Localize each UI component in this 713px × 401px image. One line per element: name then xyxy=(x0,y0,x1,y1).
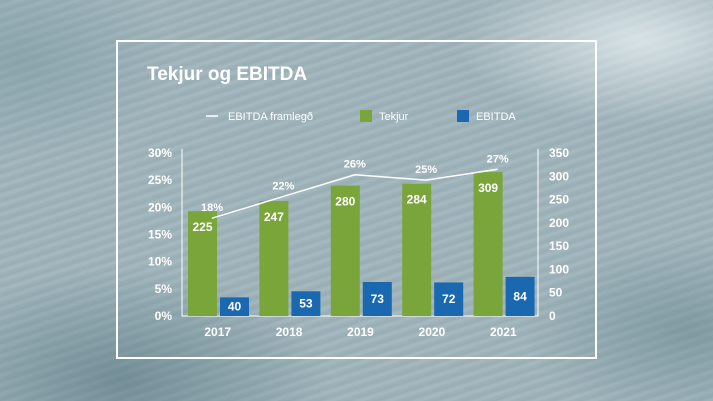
right-tick-label: 300 xyxy=(549,169,569,183)
right-tick-label: 350 xyxy=(549,146,569,160)
margin-point-label: 22% xyxy=(272,180,294,192)
bar-label-tekjur: 225 xyxy=(192,220,212,234)
margin-point-label: 26% xyxy=(344,159,366,171)
right-tick-label: 150 xyxy=(549,239,569,253)
bar-ebitda xyxy=(291,291,321,316)
margin-line: 18% 22% 26% 25% 27% xyxy=(201,153,509,219)
legend-label-ebitda-framlegd: EBITDA framlegð xyxy=(228,111,313,123)
left-tick-label: 15% xyxy=(148,228,172,242)
bar-tekjur xyxy=(473,172,503,316)
right-tick-label: 200 xyxy=(549,216,569,230)
bar-ebitda xyxy=(505,276,535,316)
right-tick-label: 100 xyxy=(549,262,569,276)
bar-label-tekjur: 284 xyxy=(407,193,427,207)
x-tick-label: 2017 xyxy=(204,325,231,339)
x-tick-label: 2018 xyxy=(276,325,303,339)
bar-tekjur xyxy=(330,185,360,316)
margin-point-label: 18% xyxy=(201,202,223,214)
bar-label-ebitda: 84 xyxy=(513,289,527,303)
bar-label-ebitda: 72 xyxy=(442,292,456,306)
bar-ebitda xyxy=(362,282,392,316)
bar-tekjur xyxy=(188,211,217,316)
margin-line-path xyxy=(211,168,498,219)
left-tick-label: 20% xyxy=(148,200,172,214)
right-tick-label: 50 xyxy=(549,286,563,300)
bar-label-tekjur: 280 xyxy=(335,195,355,209)
bar-ebitda xyxy=(220,297,249,316)
right-tick-label: 0 xyxy=(549,309,556,323)
left-tick-label: 10% xyxy=(148,255,172,269)
x-tick-label: 2019 xyxy=(347,325,374,339)
left-tick-label: 25% xyxy=(148,173,172,187)
bar-label-ebitda: 53 xyxy=(299,297,313,311)
bar-ebitda xyxy=(434,282,464,316)
left-tick-label: 30% xyxy=(148,146,172,160)
bar-tekjur xyxy=(259,200,289,316)
legend-label-ebitda: EBITDA xyxy=(476,111,516,123)
x-tick-label: 2020 xyxy=(419,325,446,339)
bar-label-tekjur: 309 xyxy=(478,181,498,195)
bar-label-tekjur: 247 xyxy=(264,210,284,224)
bar-tekjur xyxy=(402,183,432,316)
right-tick-label: 250 xyxy=(549,193,569,207)
legend: EBITDA framlegð Tekjur EBITDA xyxy=(206,110,516,123)
x-tick-label: 2021 xyxy=(490,325,517,339)
legend-swatch-tekjur xyxy=(360,110,372,122)
x-axis: 2017 2018 2019 2020 2021 xyxy=(182,315,538,339)
bar-label-ebitda: 73 xyxy=(371,292,385,306)
chart-title: Tekjur og EBITDA xyxy=(147,64,307,85)
left-axis: 0% 5% 10% 15% 20% 25% 30% xyxy=(148,146,183,323)
right-axis: 0 50 100 150 200 250 300 350 xyxy=(537,146,569,323)
margin-point-label: 25% xyxy=(415,164,437,176)
left-tick-label: 0% xyxy=(155,309,173,323)
margin-point-label: 27% xyxy=(487,153,509,165)
bars: 225 40 247 53 280 73 284 72 309 84 xyxy=(188,172,535,316)
left-tick-label: 5% xyxy=(155,282,173,296)
legend-label-tekjur: Tekjur xyxy=(379,111,409,123)
chart-frame xyxy=(116,40,597,359)
bar-label-ebitda: 40 xyxy=(228,300,242,314)
legend-swatch-ebitda xyxy=(457,110,469,122)
